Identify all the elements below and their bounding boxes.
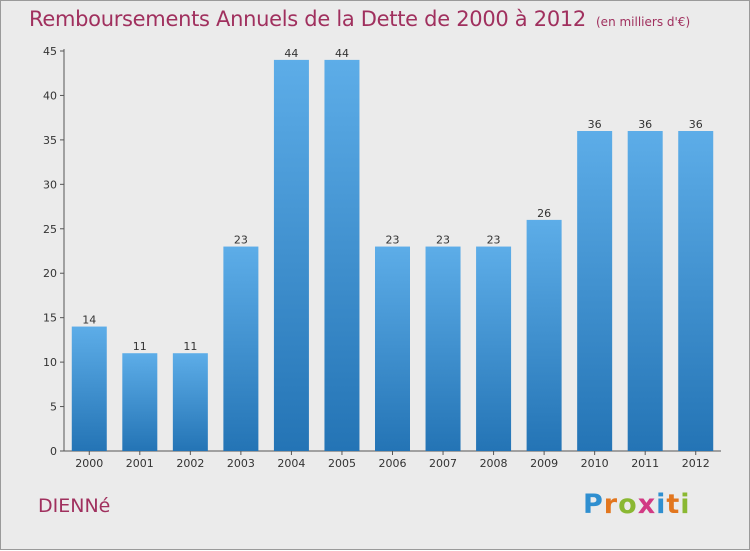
bar-value-label: 11: [133, 340, 147, 353]
x-tick-label: 2007: [429, 457, 457, 470]
bar: [526, 219, 562, 451]
bar: [172, 353, 208, 451]
y-tick-label: 40: [43, 89, 57, 102]
bar: [122, 353, 158, 451]
logo-letter: i: [680, 489, 691, 520]
logo-letter: o: [618, 489, 638, 520]
x-tick-label: 2012: [682, 457, 710, 470]
logo-letter: i: [656, 489, 667, 520]
bar: [678, 131, 714, 451]
y-tick-label: 5: [50, 401, 57, 414]
y-tick-label: 35: [43, 134, 57, 147]
y-tick-label: 15: [43, 312, 57, 325]
x-tick-label: 2003: [227, 457, 255, 470]
bar-value-label: 26: [537, 207, 551, 220]
y-tick-label: 10: [43, 356, 57, 369]
bar-value-label: 44: [335, 47, 349, 60]
chart-title-block: Remboursements Annuels de la Dette de 20…: [29, 7, 690, 31]
x-tick-label: 2008: [480, 457, 508, 470]
bar-value-label: 23: [487, 234, 501, 247]
bar-value-label: 23: [234, 234, 248, 247]
logo-letter: t: [666, 489, 681, 520]
y-tick-label: 45: [43, 45, 57, 58]
bar-value-label: 23: [386, 234, 400, 247]
bar: [627, 131, 663, 451]
bar: [375, 246, 410, 451]
logo-letter: P: [583, 489, 604, 520]
bar: [324, 59, 360, 452]
bar: [273, 59, 309, 452]
bar-value-label: 11: [183, 340, 197, 353]
y-tick-label: 25: [43, 223, 57, 236]
x-tick-label: 2004: [277, 457, 305, 470]
bar-value-label: 14: [82, 314, 96, 327]
x-tick-label: 2000: [75, 457, 103, 470]
y-tick-label: 20: [43, 267, 57, 280]
proxiti-logo: Proxiti: [583, 489, 691, 520]
bar-value-label: 36: [638, 118, 652, 131]
bar-value-label: 44: [284, 47, 298, 60]
commune-name: DIENNé: [38, 495, 111, 517]
x-tick-label: 2010: [581, 457, 609, 470]
bar-value-label: 36: [689, 118, 703, 131]
x-tick-label: 2006: [379, 457, 407, 470]
bar-value-label: 36: [588, 118, 602, 131]
y-tick-label: 30: [43, 178, 57, 191]
bar: [425, 246, 461, 451]
y-tick-label: 0: [50, 445, 57, 458]
bar: [223, 246, 259, 451]
x-tick-label: 2009: [530, 457, 558, 470]
chart-unit-note: (en milliers d'€): [596, 15, 691, 29]
bar: [476, 246, 512, 451]
x-tick-label: 2002: [176, 457, 204, 470]
logo-letter: x: [637, 489, 657, 520]
chart-title: Remboursements Annuels de la Dette de 20…: [29, 7, 586, 31]
logo-letter: r: [603, 489, 619, 520]
x-tick-label: 2005: [328, 457, 356, 470]
bar-value-label: 23: [436, 234, 450, 247]
x-tick-label: 2011: [631, 457, 659, 470]
bar: [577, 131, 613, 451]
bar: [71, 326, 107, 451]
x-tick-label: 2001: [126, 457, 154, 470]
